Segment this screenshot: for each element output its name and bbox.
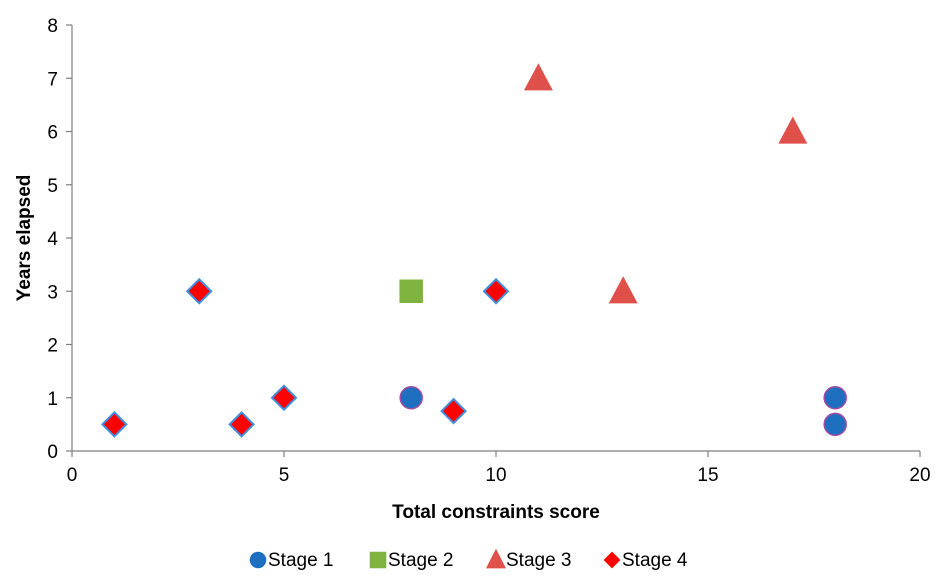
x-tick-label: 5 <box>279 465 290 486</box>
y-tick-label: 8 <box>47 16 58 37</box>
legend-marker-circle <box>249 551 267 569</box>
data-point-diamond <box>270 384 298 412</box>
x-tick-label: 20 <box>909 465 930 486</box>
x-axis-ticks: 0 5 10 15 20 <box>67 451 931 486</box>
y-tick-label: 3 <box>47 282 58 303</box>
data-point-diamond <box>482 277 510 305</box>
data-point-circle <box>823 386 847 410</box>
x-tick-label: 10 <box>485 465 506 486</box>
data-point-triangle <box>778 116 808 144</box>
x-tick-label: 0 <box>67 465 78 486</box>
legend-label: Stage 3 <box>506 550 572 571</box>
y-tick-label: 2 <box>47 336 58 357</box>
y-tick-label: 0 <box>47 442 58 463</box>
y-axis-title: Years elapsed <box>14 175 35 302</box>
legend-label: Stage 1 <box>268 550 334 571</box>
data-point-circle <box>399 386 423 410</box>
y-tick-label: 7 <box>47 69 58 90</box>
data-point-circle <box>823 412 847 437</box>
data-point-square <box>399 279 423 303</box>
x-axis-title: Total constraints score <box>392 502 600 523</box>
legend-label: Stage 4 <box>622 550 688 571</box>
x-tick-label: 15 <box>697 465 718 486</box>
data-point-diamond <box>228 410 256 438</box>
legend-marker-diamond <box>603 551 621 569</box>
legend-marker-square <box>369 551 387 569</box>
data-point-triangle <box>608 276 638 304</box>
y-tick-label: 6 <box>47 123 58 144</box>
data-point-triangle <box>523 63 553 91</box>
data-point-diamond <box>440 397 468 425</box>
legend-marker-triangle <box>485 548 507 569</box>
data-point-diamond <box>185 277 213 305</box>
y-tick-label: 1 <box>47 389 58 410</box>
y-tick-label: 4 <box>47 229 58 250</box>
y-axis-ticks: 0 1 2 3 4 5 6 7 8 <box>47 16 72 463</box>
data-point-diamond <box>100 410 128 438</box>
data-points <box>100 63 847 438</box>
axes <box>71 25 920 452</box>
y-tick-label: 5 <box>47 176 58 197</box>
legend: Stage 1 Stage 2 Stage 3 Stage 4 <box>249 548 688 571</box>
legend-label: Stage 2 <box>388 550 454 571</box>
